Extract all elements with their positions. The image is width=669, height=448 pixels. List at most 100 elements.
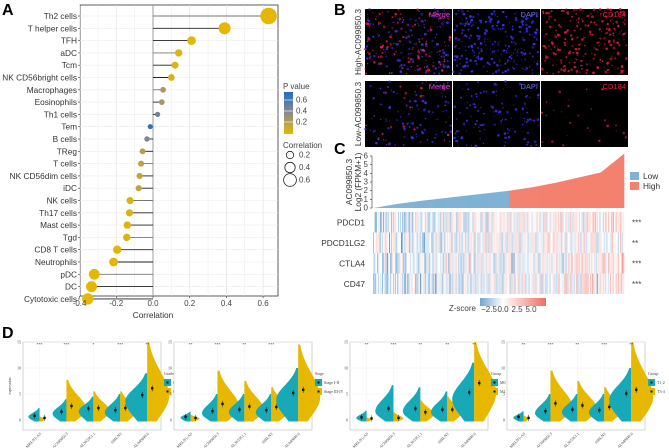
heatmap-cell bbox=[573, 273, 576, 294]
cell bbox=[510, 57, 513, 60]
heatmap-cell bbox=[508, 212, 510, 233]
bar-low bbox=[410, 202, 412, 208]
bar-low bbox=[463, 195, 465, 208]
heatmap-cell bbox=[391, 232, 393, 253]
cell bbox=[559, 59, 563, 62]
cell bbox=[505, 49, 508, 52]
heatmap-cell bbox=[459, 253, 461, 274]
cell bbox=[504, 118, 507, 121]
heatmap-cell bbox=[570, 253, 573, 274]
heatmap-cell bbox=[574, 273, 577, 294]
cell bbox=[612, 41, 615, 44]
heatmap-cell bbox=[467, 253, 469, 274]
cell bbox=[563, 41, 566, 44]
cell bbox=[513, 60, 516, 63]
heatmap-cell bbox=[459, 232, 461, 253]
cell bbox=[496, 24, 499, 27]
mean-point bbox=[292, 391, 295, 395]
heatmap-cell bbox=[475, 212, 477, 233]
heatmap-cell bbox=[486, 253, 488, 274]
heatmap-cell bbox=[479, 232, 481, 253]
heatmap-cell bbox=[471, 212, 473, 233]
bar-low bbox=[419, 200, 421, 208]
heatmap-cell bbox=[618, 253, 621, 274]
significance-label: ** bbox=[472, 342, 476, 347]
cell bbox=[369, 129, 372, 132]
heatmap-cell bbox=[547, 232, 549, 253]
cell bbox=[414, 100, 417, 103]
heatmap-cell bbox=[580, 273, 583, 294]
x-tick-label: -0.2 bbox=[109, 299, 123, 308]
bar-low bbox=[418, 201, 420, 208]
cell bbox=[445, 64, 447, 67]
half-violin-group1 bbox=[588, 394, 605, 422]
cell bbox=[471, 46, 474, 49]
mean-point bbox=[194, 416, 197, 420]
heatmap-cell bbox=[570, 232, 573, 253]
cell bbox=[574, 47, 578, 51]
cell bbox=[503, 132, 507, 135]
heatmap-cell bbox=[401, 253, 403, 274]
mean-point bbox=[571, 408, 574, 411]
heatmap-cell bbox=[548, 232, 551, 253]
gene-label: AL049840.6 bbox=[283, 431, 301, 448]
heatmap-cell bbox=[382, 273, 384, 294]
heatmap-cell bbox=[606, 212, 609, 233]
heatmap-cell bbox=[481, 212, 483, 233]
cell bbox=[453, 58, 457, 62]
heatmap-cell bbox=[484, 212, 486, 233]
heatmap-cell bbox=[597, 253, 600, 274]
heatmap-cell bbox=[584, 253, 587, 274]
cell bbox=[467, 10, 469, 12]
cell bbox=[559, 25, 562, 29]
cell bbox=[465, 83, 468, 86]
cell bbox=[495, 54, 497, 56]
bar-low bbox=[483, 193, 485, 208]
cell bbox=[609, 57, 613, 61]
heatmap-cell bbox=[440, 253, 442, 274]
cell bbox=[523, 137, 526, 141]
cell bbox=[526, 111, 529, 114]
cell bbox=[466, 21, 469, 23]
heatmap-cell bbox=[527, 212, 529, 233]
bar-low bbox=[457, 196, 459, 208]
cell bbox=[388, 72, 391, 74]
heatmap-cell bbox=[600, 253, 603, 274]
bar-high bbox=[522, 188, 524, 208]
cell bbox=[423, 128, 426, 131]
cell bbox=[592, 57, 595, 60]
cell bbox=[488, 13, 490, 16]
cell bbox=[575, 52, 578, 55]
cell bbox=[429, 26, 432, 28]
channel-label: DAPI bbox=[520, 10, 538, 19]
heatmap-cell bbox=[577, 232, 580, 253]
heatmap-cell bbox=[495, 273, 497, 294]
cell bbox=[405, 72, 408, 75]
heatmap-cell bbox=[387, 232, 389, 253]
cell bbox=[484, 20, 488, 24]
legend-label: T1-2 bbox=[657, 380, 665, 385]
cell bbox=[392, 42, 395, 45]
heatmap-cell bbox=[405, 212, 407, 233]
significance-label: ** bbox=[365, 342, 369, 347]
cell bbox=[576, 54, 579, 57]
cell bbox=[504, 44, 507, 47]
heatmap-cell bbox=[541, 273, 543, 294]
cell bbox=[411, 122, 415, 125]
cell bbox=[453, 105, 457, 109]
heatmap-cell bbox=[553, 232, 556, 253]
heatmap-cell bbox=[427, 253, 429, 274]
heatmap-cell bbox=[545, 273, 547, 294]
heatmap-cell bbox=[502, 232, 504, 253]
lollipop-dot bbox=[109, 257, 118, 267]
cell bbox=[480, 107, 482, 109]
heatmap-cell bbox=[581, 232, 584, 253]
cell bbox=[462, 12, 466, 16]
heatmap-cell bbox=[538, 273, 540, 294]
row-label: Low-AC099850.3 bbox=[353, 82, 363, 147]
cell bbox=[533, 120, 536, 122]
heatmap-cell bbox=[380, 232, 382, 253]
cell bbox=[447, 101, 450, 104]
heatmap-cell bbox=[394, 253, 396, 274]
cell bbox=[368, 7, 371, 11]
